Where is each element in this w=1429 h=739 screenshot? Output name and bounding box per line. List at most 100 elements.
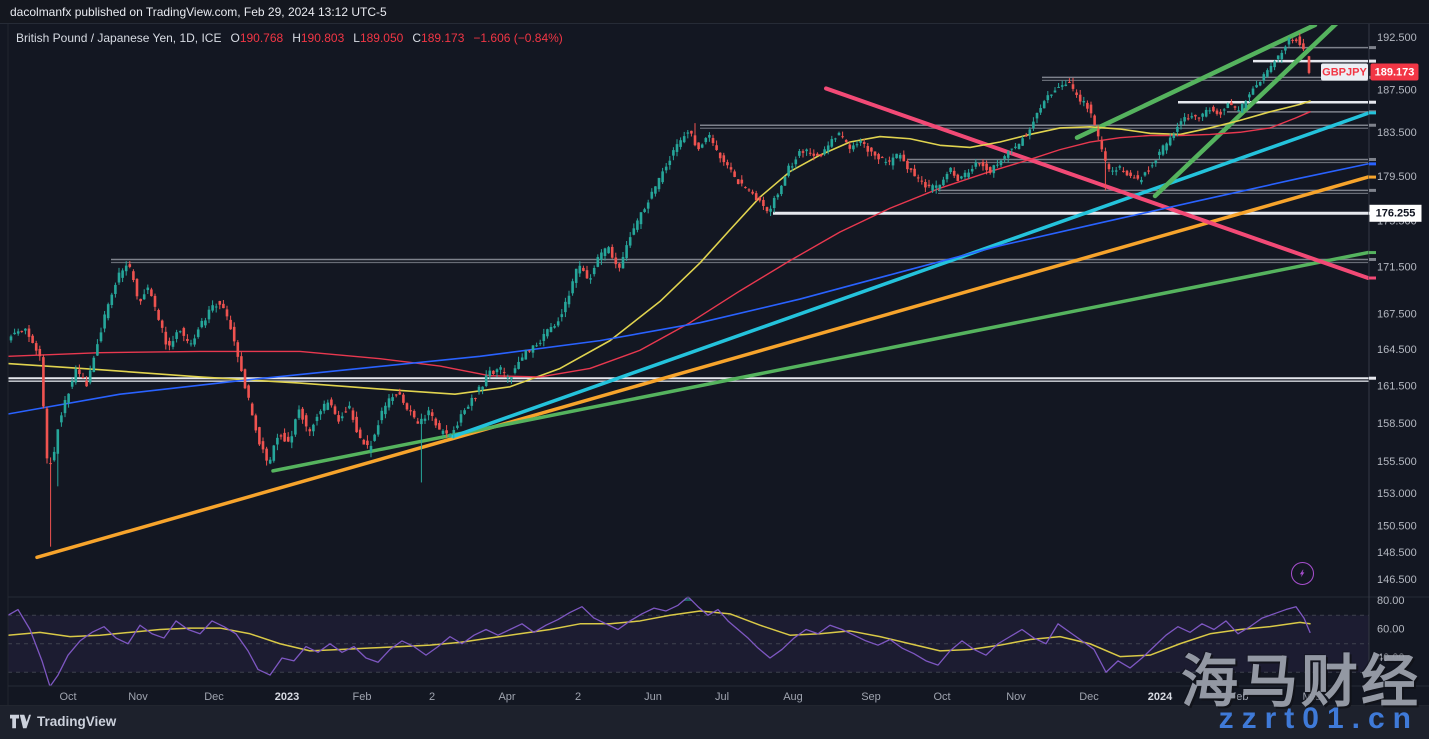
- last-price-badge-text: 189.173: [1375, 66, 1415, 78]
- candle-body: [1006, 151, 1010, 158]
- candle-body: [445, 430, 448, 434]
- candle-body: [56, 429, 60, 454]
- trendline-orange-support[interactable]: [35, 175, 1369, 560]
- candle-body: [304, 415, 308, 427]
- candle-body: [1266, 70, 1269, 77]
- rsi-line: [8, 596, 1311, 686]
- time-axis-label: Aug: [783, 691, 803, 703]
- symbol-ohlc-header[interactable]: British Pound / Japanese Yen, 1D, ICE O1…: [16, 31, 563, 45]
- candle-body: [470, 397, 474, 406]
- level-badge-text: 176.255: [1376, 208, 1416, 220]
- candle-body: [1307, 56, 1311, 73]
- candle-body: [844, 140, 848, 143]
- candle-body: [1251, 88, 1255, 95]
- price-axis[interactable]: 192.500187.500183.500179.500175.500171.5…: [1369, 32, 1417, 664]
- time-axis-label: Sep: [861, 691, 881, 703]
- candle-body: [1183, 117, 1186, 122]
- candle-body: [1237, 110, 1240, 112]
- candle-body: [1132, 177, 1136, 179]
- candle-body: [549, 327, 553, 333]
- candle-body: [232, 326, 236, 342]
- time-axis-label: Mar: [1303, 691, 1322, 703]
- candle-body: [218, 301, 222, 305]
- candle-body: [502, 372, 506, 374]
- candle-body: [934, 185, 938, 188]
- ohlc-open: O190.768: [230, 31, 284, 45]
- candle-body: [808, 152, 812, 154]
- candle-body: [859, 140, 862, 143]
- candle-body: [582, 267, 585, 271]
- candle-body: [366, 440, 369, 446]
- publish-idea-button[interactable]: [1291, 562, 1314, 585]
- candle-body: [1230, 102, 1233, 106]
- candle-body: [711, 138, 715, 144]
- trendline-pink-resistance[interactable]: [824, 86, 1369, 281]
- candle-body: [1028, 129, 1032, 136]
- candle-body: [1150, 165, 1154, 167]
- tradingview-logo[interactable]: TradingView: [10, 714, 116, 729]
- candle-body: [1147, 170, 1150, 172]
- candle-body: [1096, 129, 1100, 137]
- candle-body: [981, 161, 985, 167]
- candle-body: [1089, 104, 1093, 114]
- candle-body: [967, 172, 970, 178]
- candle-body: [888, 160, 891, 162]
- time-axis-label: Oct: [59, 691, 76, 703]
- candle-body: [801, 151, 805, 153]
- candle-body: [884, 161, 888, 163]
- candle-body: [715, 145, 718, 150]
- candle-body: [1176, 126, 1179, 132]
- candle-body: [463, 410, 466, 414]
- candle-body: [906, 160, 909, 170]
- candle-body: [344, 411, 348, 413]
- candle-body: [99, 332, 103, 342]
- lightning-bolt-icon: [1299, 569, 1305, 578]
- candle-body: [420, 418, 423, 425]
- candle-body: [758, 196, 762, 201]
- candle-body: [124, 265, 128, 272]
- trendline-cyan-support[interactable]: [451, 111, 1369, 439]
- candle-body: [405, 403, 409, 410]
- candle-body: [661, 171, 664, 183]
- candle-body: [214, 306, 218, 308]
- time-axis-label: 2024: [1148, 691, 1173, 703]
- candle-body: [456, 425, 459, 428]
- candle-body: [1024, 135, 1028, 137]
- candle-body: [1107, 164, 1111, 170]
- time-axis[interactable]: Oct Nov Dec 2023 Feb 2 Apr 2 Jun Jul Aug Sep Oct Nov D…: [59, 691, 1321, 703]
- candle-body: [175, 332, 178, 339]
- candle-body: [1118, 166, 1122, 168]
- candle-body: [978, 163, 981, 165]
- candle-body: [1280, 52, 1284, 60]
- candle-body: [1190, 116, 1194, 118]
- candle-body: [1291, 39, 1294, 41]
- candle-body: [1042, 101, 1046, 109]
- candle-body: [78, 369, 81, 375]
- candle-body: [848, 144, 852, 149]
- candle-body: [520, 357, 524, 361]
- candle-body: [492, 370, 495, 374]
- candle-body: [477, 386, 481, 392]
- candle-body: [600, 252, 603, 260]
- candle-body: [351, 410, 355, 420]
- candle-body: [258, 427, 261, 445]
- candle-body: [1186, 118, 1190, 120]
- watermark-url: zzrt01.cn: [1218, 702, 1419, 735]
- candle-body: [891, 157, 895, 166]
- time-axis-label: Apr: [498, 691, 515, 703]
- candle-body: [790, 166, 794, 168]
- candle-body: [542, 334, 546, 341]
- price-axis-label: 155.500: [1377, 456, 1417, 468]
- candle-body: [52, 451, 56, 461]
- candle-body: [697, 142, 700, 150]
- candle-body: [1284, 46, 1287, 51]
- candle-body: [481, 386, 484, 390]
- candle-body: [718, 152, 722, 159]
- candlestick-series[interactable]: [9, 33, 1311, 547]
- trendline-green-channel-a[interactable]: [1074, 25, 1318, 140]
- candle-body: [373, 434, 376, 441]
- symbol-badge: [1321, 63, 1368, 81]
- candle-body: [985, 163, 988, 171]
- candle-body: [783, 176, 787, 186]
